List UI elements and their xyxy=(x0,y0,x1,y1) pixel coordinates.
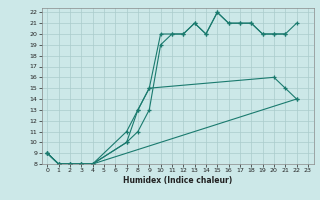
X-axis label: Humidex (Indice chaleur): Humidex (Indice chaleur) xyxy=(123,176,232,185)
